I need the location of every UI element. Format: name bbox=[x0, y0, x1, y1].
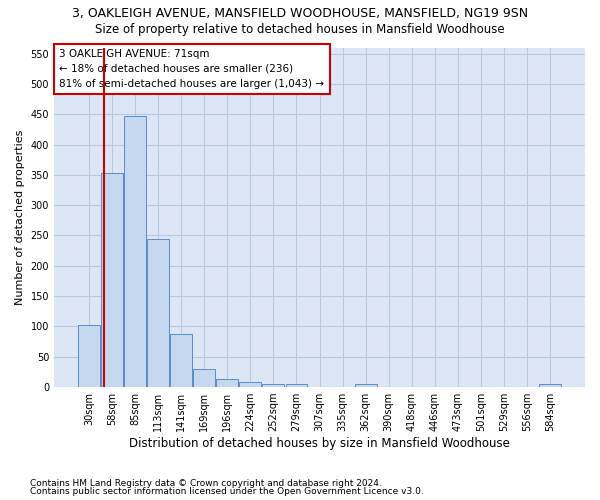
Text: Contains HM Land Registry data © Crown copyright and database right 2024.: Contains HM Land Registry data © Crown c… bbox=[30, 478, 382, 488]
Bar bbox=[286, 384, 307, 387]
Bar bbox=[262, 384, 284, 387]
Bar bbox=[170, 334, 192, 387]
Bar bbox=[101, 173, 123, 387]
Bar bbox=[147, 238, 169, 387]
Bar bbox=[217, 379, 238, 387]
Text: 3 OAKLEIGH AVENUE: 71sqm
← 18% of detached houses are smaller (236)
81% of semi-: 3 OAKLEIGH AVENUE: 71sqm ← 18% of detach… bbox=[59, 49, 325, 89]
Text: Size of property relative to detached houses in Mansfield Woodhouse: Size of property relative to detached ho… bbox=[95, 22, 505, 36]
Bar bbox=[124, 116, 146, 387]
Text: Contains public sector information licensed under the Open Government Licence v3: Contains public sector information licen… bbox=[30, 487, 424, 496]
X-axis label: Distribution of detached houses by size in Mansfield Woodhouse: Distribution of detached houses by size … bbox=[129, 437, 510, 450]
Text: 3, OAKLEIGH AVENUE, MANSFIELD WOODHOUSE, MANSFIELD, NG19 9SN: 3, OAKLEIGH AVENUE, MANSFIELD WOODHOUSE,… bbox=[72, 8, 528, 20]
Bar bbox=[539, 384, 561, 387]
Bar bbox=[193, 369, 215, 387]
Bar bbox=[78, 324, 100, 387]
Bar bbox=[355, 384, 377, 387]
Bar bbox=[239, 382, 262, 387]
Y-axis label: Number of detached properties: Number of detached properties bbox=[15, 130, 25, 305]
